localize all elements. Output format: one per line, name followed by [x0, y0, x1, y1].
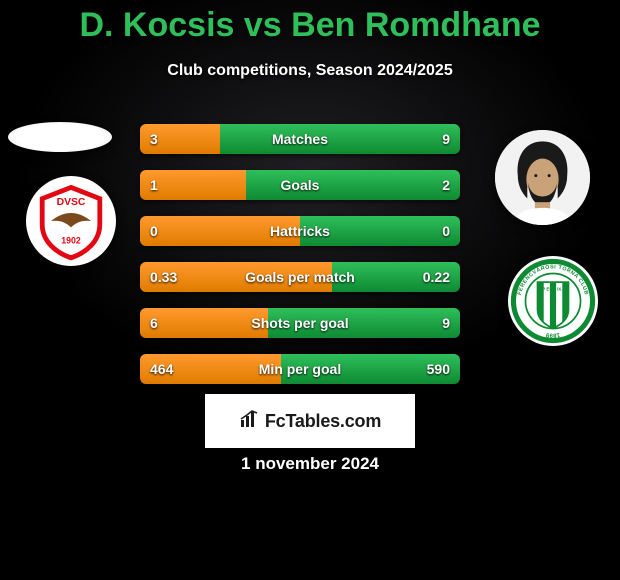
title-right-player: Ben Romdhane [291, 6, 540, 44]
stat-bar-label: Goals per match [140, 262, 460, 292]
svg-text:1899: 1899 [545, 331, 560, 338]
stat-bar-label: Goals [140, 170, 460, 200]
stat-bar: 39Matches [140, 124, 460, 154]
avatar-right [495, 130, 590, 225]
crest-left-name: DVSC [57, 197, 86, 208]
stat-bars: 39Matches 12Goals 00Hattricks 0.330.22Goals… [140, 124, 460, 384]
branding[interactable]: FcTables.com [205, 394, 415, 448]
date-text: 1 november 2024 [0, 454, 620, 474]
branding-text: FcTables.com [265, 411, 381, 432]
stat-bar: 0.330.22Goals per match [140, 262, 460, 292]
crest-right: FERENCVÁROSI TORNA CLUB 1899 BP EST. IX.… [508, 256, 598, 346]
crest-right-year: 1899 [545, 331, 560, 338]
stat-bar-label: Matches [140, 124, 460, 154]
stat-bar-label: Shots per goal [140, 308, 460, 338]
stat-bar: 00Hattricks [140, 216, 460, 246]
stat-bar: 69Shots per goal [140, 308, 460, 338]
stat-bar-label: Hattricks [140, 216, 460, 246]
avatar-right-svg [495, 130, 590, 225]
subtitle: Club competitions, Season 2024/2025 [0, 62, 620, 80]
page-title: D. Kocsis vs Ben Romdhane [0, 6, 620, 45]
title-left-player: D. Kocsis [79, 6, 234, 44]
crest-left-year: 1902 [61, 235, 81, 245]
crest-right-svg: FERENCVÁROSI TORNA CLUB 1899 BP EST. IX.… [510, 258, 596, 344]
stat-bar: 464590Min per goal [140, 354, 460, 384]
crest-left: DVSC 1902 [26, 176, 116, 266]
avatar-left-placeholder [8, 122, 112, 152]
stat-bar: 12Goals [140, 170, 460, 200]
crest-left-svg: DVSC 1902 [31, 181, 111, 261]
title-vs: vs [234, 6, 291, 44]
stat-bar-label: Min per goal [140, 354, 460, 384]
crest-right-city: BP EST. IX. K [539, 287, 568, 292]
branding-icon [239, 409, 259, 434]
